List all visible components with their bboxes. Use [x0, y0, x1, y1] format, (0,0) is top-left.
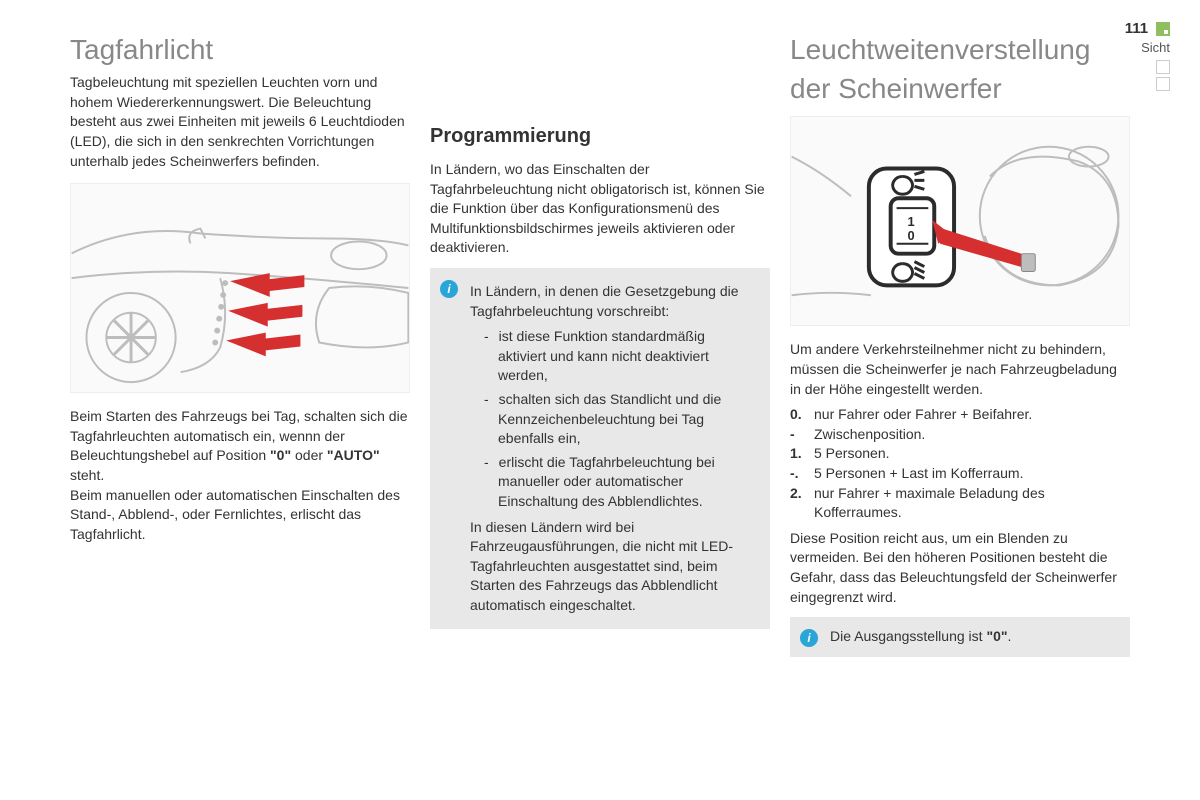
programming-body: In Ländern, wo das Einschalten der Tagfa… [430, 160, 770, 258]
settings-value: 5 Personen. [814, 444, 1130, 464]
info-box-programming: i In Ländern, in denen die Gesetzgebung … [430, 268, 770, 630]
info-box-initial-position: i Die Ausgangsstellung ist "0". [790, 617, 1130, 657]
svg-text:1: 1 [908, 214, 915, 229]
info-tail-text: In diesen Ländern wird bei Fahrzeugausfü… [470, 518, 756, 616]
column-right: Leuchtweitenverstellung der Scheinwerfer [790, 30, 1130, 657]
settings-key: -. [790, 464, 814, 484]
caption-block: Beim Starten des Fahrzeugs bei Tag, scha… [70, 407, 410, 485]
settings-list: 0.nur Fahrer oder Fahrer + Beifahrer. -Z… [790, 405, 1130, 523]
dial-illustration: 1 0 [791, 117, 1129, 325]
settings-row: 2.nur Fahrer + maximale Beladung des Kof… [790, 484, 1130, 523]
settings-key: 1. [790, 444, 814, 464]
figure-car-front [70, 183, 410, 393]
info-list-item: erlischt die Tagfahrbeleuchtung bei manu… [484, 453, 756, 512]
headlight-body: Um andere Verkehrsteilnehmer nicht zu be… [790, 340, 1130, 399]
info-list-item: schalten sich das Standlicht und die Ken… [484, 390, 756, 449]
column-left: Tagfahrlicht Tagbeleuchtung mit speziell… [70, 30, 410, 657]
settings-row: -.5 Personen + Last im Kofferraum. [790, 464, 1130, 484]
caption-bold: "AUTO" [327, 447, 380, 463]
figure-headlight-dial: 1 0 [790, 116, 1130, 326]
page-indicator: 111 Sicht [1125, 18, 1170, 91]
settings-row: 0.nur Fahrer oder Fahrer + Beifahrer. [790, 405, 1130, 425]
caption-text: Beim manuellen oder automatischen Einsch… [70, 486, 410, 545]
info-lead-text: In Ländern, in denen die Gesetzgebung di… [470, 282, 756, 321]
info-list: ist diese Funktion standardmäßig aktivie… [484, 327, 756, 511]
info-text: Die Ausgangsstellung ist [830, 628, 986, 644]
settings-value: nur Fahrer + maximale Beladung des Koffe… [814, 484, 1130, 523]
heading-programmierung: Programmierung [430, 122, 770, 150]
info-icon: i [440, 280, 458, 298]
page-number: 111 [1125, 20, 1148, 37]
section-marker-empty-icon [1156, 60, 1170, 74]
section-marker-empty-icon [1156, 77, 1170, 91]
info-text: . [1008, 628, 1012, 644]
section-marker-filled-icon [1156, 22, 1170, 36]
settings-value: nur Fahrer oder Fahrer + Beifahrer. [814, 405, 1130, 425]
settings-key: 2. [790, 484, 814, 523]
page-content: Tagfahrlicht Tagbeleuchtung mit speziell… [0, 0, 1200, 687]
column-middle: Programmierung In Ländern, wo das Einsch… [430, 30, 770, 657]
headlight-tail: Diese Position reicht aus, um ein Blende… [790, 529, 1130, 607]
settings-row: 1.5 Personen. [790, 444, 1130, 464]
info-bold: "0" [986, 628, 1007, 644]
caption-text: oder [291, 447, 327, 463]
info-list-item: ist diese Funktion standardmäßig aktivie… [484, 327, 756, 386]
page-section-label: Sicht [1125, 39, 1170, 57]
settings-row: -Zwischenposition. [790, 425, 1130, 445]
car-front-illustration [71, 184, 409, 392]
settings-key: - [790, 425, 814, 445]
caption-bold: "0" [270, 447, 291, 463]
caption-text: steht. [70, 467, 104, 483]
heading-tagfahrlicht: Tagfahrlicht [70, 30, 410, 69]
intro-text: Tagbeleuchtung mit speziellen Leuchten v… [70, 73, 410, 171]
settings-value: 5 Personen + Last im Kofferraum. [814, 464, 1130, 484]
svg-text:0: 0 [908, 228, 915, 243]
info-icon: i [800, 629, 818, 647]
heading-leuchtweiten: Leuchtweitenverstellung der Scheinwerfer [790, 30, 1130, 108]
settings-value: Zwischenposition. [814, 425, 1130, 445]
settings-key: 0. [790, 405, 814, 425]
